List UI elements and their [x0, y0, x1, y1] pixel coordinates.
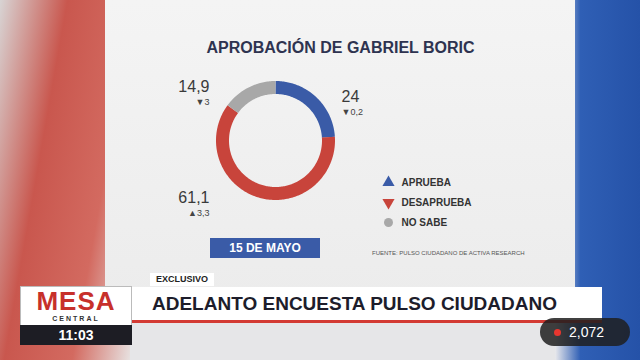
html-text:EXCLUSIVO: EXCLUSIVO — [156, 274, 208, 284]
html-text:FUENTE: PULSO CIUDADANO DE ACT: FUENTE: PULSO CIUDADANO DE ACTIVA RESEAR… — [372, 250, 525, 256]
svg-text:DESAPRUEBA: DESAPRUEBA — [402, 197, 472, 208]
svg-text:24: 24 — [342, 88, 360, 105]
html-text:MESA: MESA — [36, 286, 116, 316]
html-text:15 DE MAYO: 15 DE MAYO — [229, 241, 301, 255]
svg-text:▼0,2: ▼0,2 — [342, 107, 363, 117]
svg-text:NO SABE: NO SABE — [402, 217, 448, 228]
html-text:ADELANTO ENCUESTA PULSO CIUDAD: ADELANTO ENCUESTA PULSO CIUDADANO — [152, 293, 557, 314]
svg-text:APRUEBA: APRUEBA — [402, 177, 451, 188]
html-text:CENTRAL: CENTRAL — [52, 315, 100, 322]
svg-text:61,1: 61,1 — [178, 189, 209, 206]
html-text:11:03: 11:03 — [58, 327, 94, 343]
html-text:2,072: 2,072 — [569, 324, 604, 340]
svg-text:APROBACIÓN DE GABRIEL BORIC: APROBACIÓN DE GABRIEL BORIC — [206, 38, 475, 56]
svg-text:▼3: ▼3 — [196, 97, 210, 107]
svg-text:14,9: 14,9 — [178, 78, 209, 95]
svg-text:▲3,3: ▲3,3 — [188, 208, 209, 218]
